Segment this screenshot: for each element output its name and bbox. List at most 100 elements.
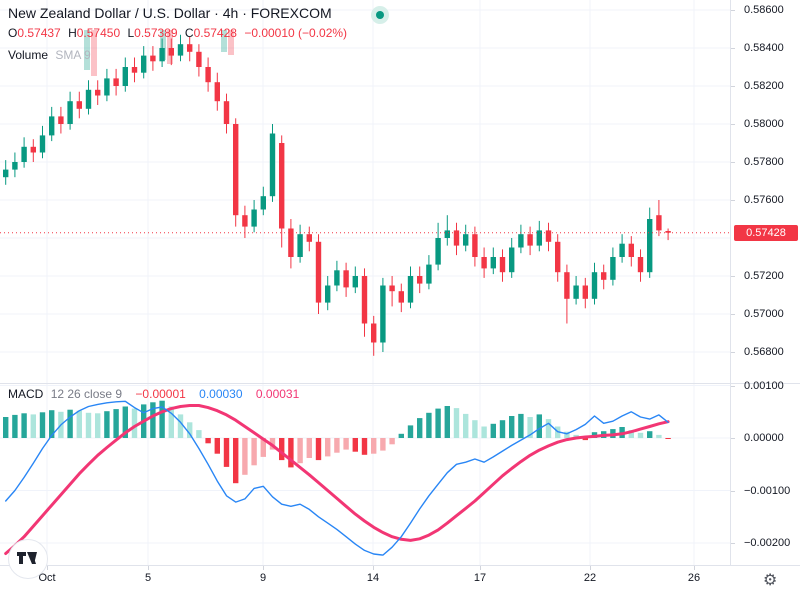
volume-bar: [167, 30, 173, 64]
time-axis-label: 22: [583, 572, 597, 584]
price-pane[interactable]: [0, 0, 730, 384]
candle-body: [325, 285, 331, 303]
candle-body: [601, 272, 607, 280]
macd-label: MACD: [8, 387, 44, 401]
macd-hist-bar: [545, 419, 552, 438]
close-label: C: [184, 26, 194, 40]
volume-bar: [91, 30, 97, 76]
candle-body: [417, 276, 423, 284]
macd-hist-bar: [647, 431, 653, 438]
axis-tick: [731, 543, 735, 544]
candle-body: [306, 234, 312, 242]
macd-hist-bar: [398, 433, 404, 438]
macd-hist-bar: [417, 418, 423, 439]
axis-tick: [590, 566, 591, 570]
volume-legend[interactable]: Volume SMA 9: [8, 48, 91, 62]
candle-body: [481, 257, 487, 269]
symbol-title[interactable]: New Zealand Dollar / U.S. Dollar · 4h · …: [8, 5, 332, 21]
candle-body: [159, 48, 165, 62]
candle-body: [233, 124, 239, 216]
macd-histogram[interactable]: [3, 400, 671, 484]
candle-body: [518, 234, 524, 248]
volume-bar: [228, 30, 234, 55]
price-scale[interactable]: 0.58600 0.58400 0.58200 0.58000 0.57800 0.576…: [730, 0, 800, 565]
macd-hist-bar: [177, 414, 184, 438]
macd-hist-bar: [665, 438, 671, 439]
candle-body: [407, 276, 414, 303]
candle-body: [150, 55, 156, 62]
candle-body: [141, 55, 147, 73]
high-value: 0.57450: [76, 26, 121, 40]
price-axis-label: 0.57000: [744, 308, 784, 320]
market-status-icon[interactable]: [371, 6, 389, 24]
candle-body: [527, 234, 533, 246]
candle-body: [214, 82, 220, 102]
tradingview-logo-icon: [17, 552, 37, 564]
macd-hist-bar: [39, 412, 46, 438]
macd-hist-bar: [352, 438, 358, 452]
candle-body: [555, 241, 561, 273]
time-axis-label: 14: [366, 572, 380, 584]
macd-hist-bar: [214, 438, 220, 454]
time-axis-label: 5: [144, 572, 152, 584]
macd-axis-label: 0.00100: [744, 380, 784, 392]
candle-body: [104, 78, 110, 96]
candle-body: [288, 228, 294, 257]
candle-body: [352, 276, 358, 288]
candle-body: [168, 48, 174, 56]
macd-hist-bar: [472, 420, 478, 439]
macd-hist-bar: [21, 413, 27, 438]
macd-hist-bar: [30, 414, 36, 438]
macd-hist-bar: [389, 438, 395, 445]
change-value: −0.00010 (−0.02%): [244, 26, 348, 40]
macd-hist-bar: [67, 409, 73, 439]
candle-body: [297, 234, 303, 257]
candle-body: [389, 285, 395, 292]
macd-hist-bar: [251, 438, 257, 466]
macd-hist-bar: [168, 406, 174, 438]
time-scale[interactable]: Oct 5 9 14 17 22 26: [0, 566, 800, 600]
candles[interactable]: [3, 34, 671, 356]
volume-bar: [160, 30, 166, 60]
macd-pane[interactable]: [0, 384, 730, 565]
macd-hist-bar: [435, 408, 441, 438]
pane-separator[interactable]: [0, 383, 800, 384]
candle-body: [177, 44, 184, 56]
time-axis-label: 17: [473, 572, 487, 584]
macd-hist-bar: [306, 438, 312, 458]
axis-tick: [731, 386, 735, 387]
candle-body: [647, 219, 653, 273]
macd-hist-bar: [628, 430, 634, 438]
axis-tick: [731, 438, 735, 439]
axis-tick: [731, 491, 735, 492]
candle-body: [39, 135, 46, 153]
macd-hist-bar: [453, 408, 460, 438]
candle-body: [122, 67, 128, 86]
price-axis-label: 0.58400: [744, 42, 784, 54]
macd-legend[interactable]: MACD 12 26 close 9 −0.00001 0.00030 0.00…: [8, 387, 299, 401]
settings-gear-icon[interactable]: ⚙: [763, 570, 778, 589]
candle-body: [196, 51, 202, 67]
macd-main-line: [4, 400, 669, 556]
axis-tick: [731, 276, 735, 277]
macd-hist-bar: [131, 408, 138, 438]
macd-hist-bar: [536, 414, 542, 438]
candle-body: [30, 146, 36, 153]
axis-tick: [731, 162, 735, 163]
axis-tick: [263, 566, 264, 570]
macd-hist-bar: [361, 438, 368, 455]
volume-params: SMA 9: [55, 48, 91, 62]
candle-body: [573, 285, 579, 299]
tradingview-logo[interactable]: [8, 539, 48, 579]
macd-hist-bar: [518, 413, 524, 439]
axis-tick: [731, 314, 735, 315]
time-axis-label: 9: [259, 572, 267, 584]
macd-hist-bar: [12, 414, 18, 438]
time-axis-label: Oct: [38, 572, 56, 584]
candle-body: [637, 257, 644, 273]
price-axis-label: 0.57800: [744, 156, 784, 168]
candle-body: [85, 89, 92, 109]
macd-hist-bar: [343, 438, 349, 450]
candle-body: [371, 323, 377, 343]
